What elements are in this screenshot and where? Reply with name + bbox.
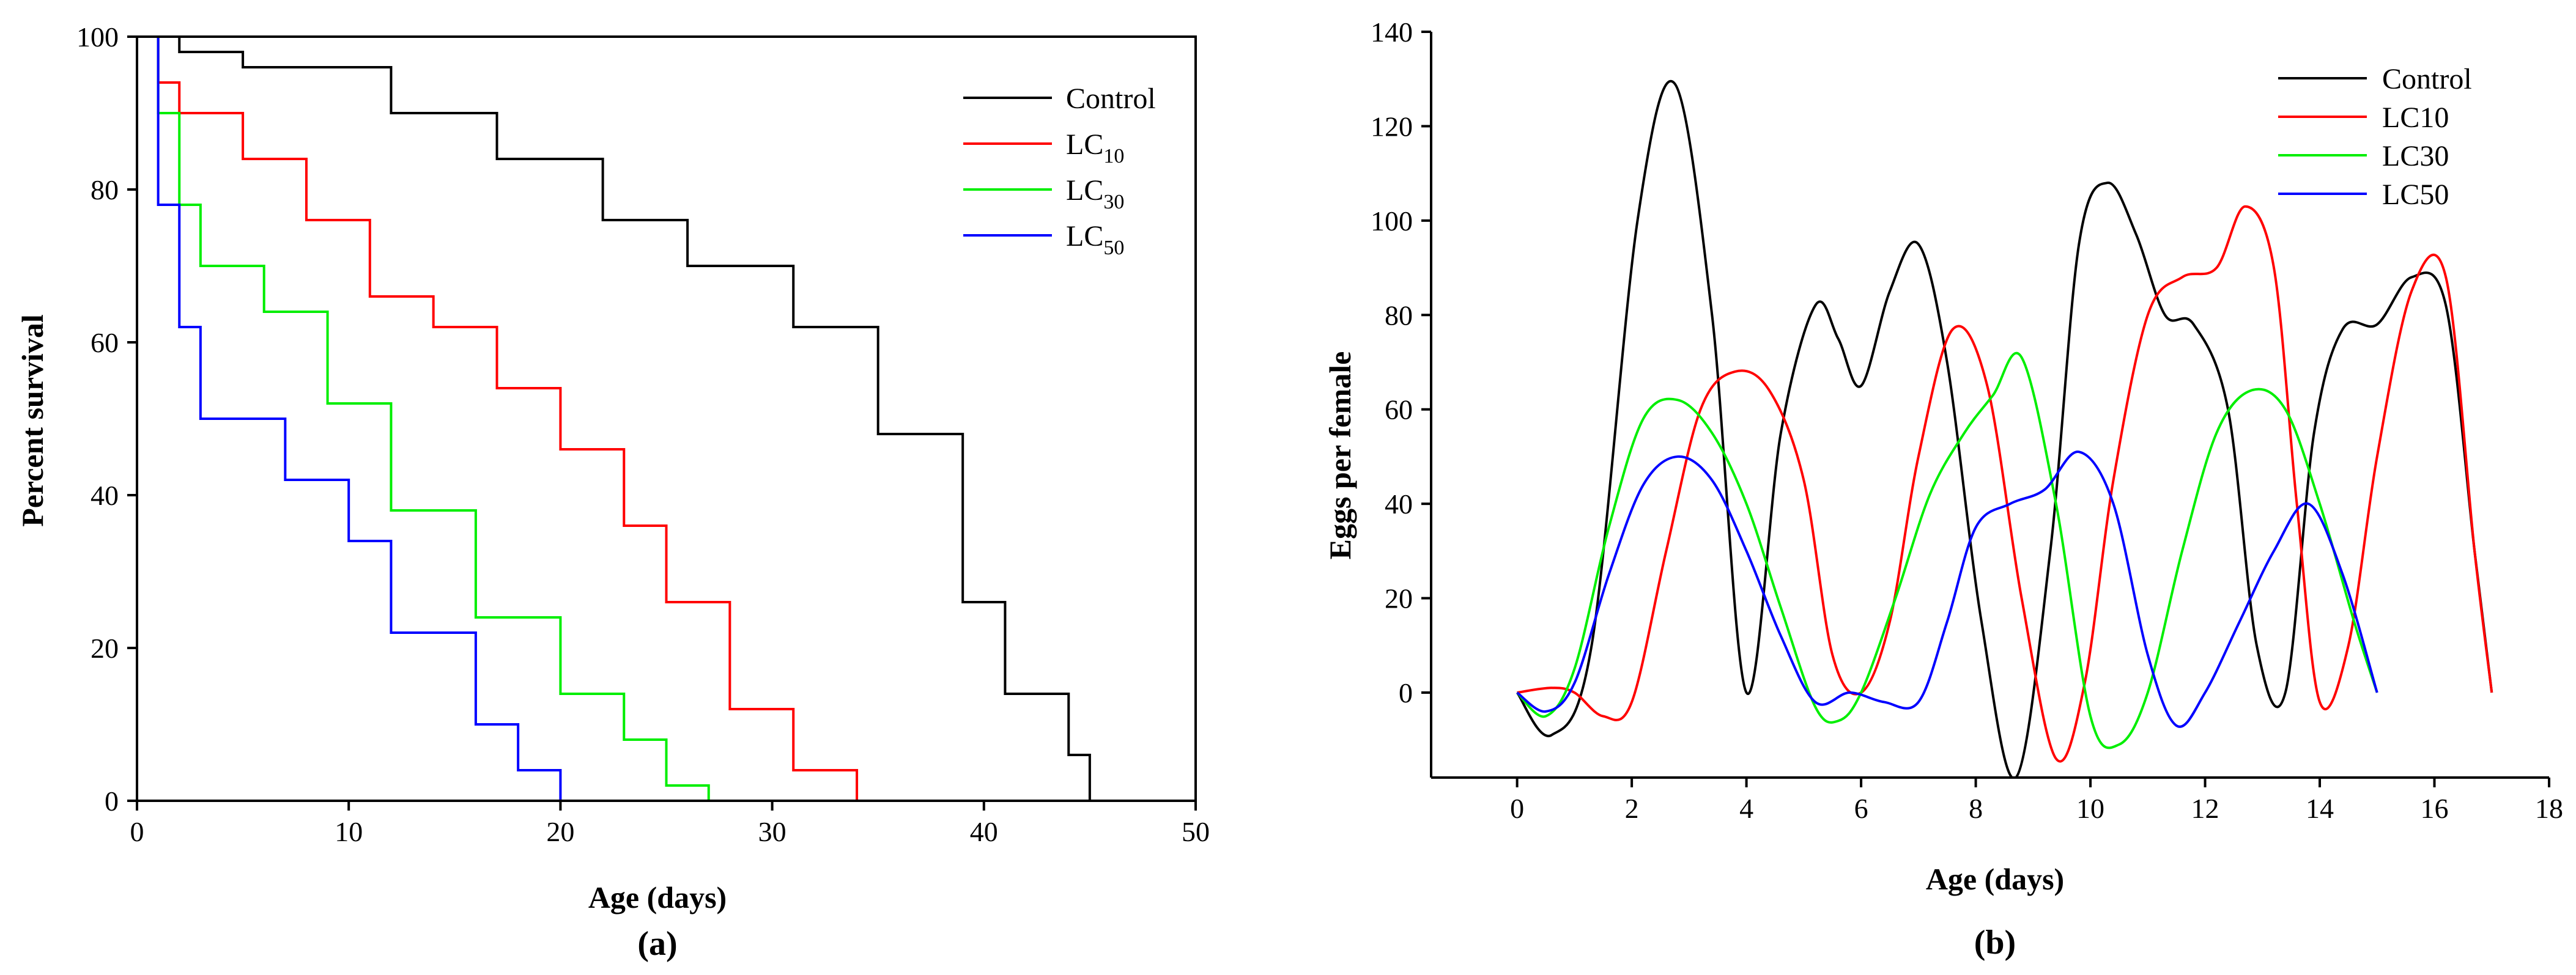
survival-line-lc50 — [137, 35, 562, 801]
survival-line-control — [137, 35, 1091, 801]
fecundity-y-axis-title: Eggs per female — [1323, 351, 1357, 560]
legend-label-control: Control — [1066, 83, 1156, 115]
legend-label-lc30: LC30 — [1066, 174, 1124, 213]
fecundity-chart: 0 2 4 6 8 10 12 14 16 18 0 20 40 60 80 100 120 140 Age (d… — [1323, 17, 2563, 962]
panel-label-a: (a) — [637, 925, 677, 963]
fecundity-y-tick-label: 40 — [1385, 488, 1413, 520]
survival-axes: 0 10 20 30 40 50 0 20 40 60 80 100 — [76, 21, 1210, 847]
legend-label-control: Control — [2382, 63, 2472, 95]
fecundity-x-tick-label: 18 — [2535, 793, 2563, 824]
fecundity-x-tick-label: 12 — [2191, 793, 2219, 824]
survival-x-tick-label: 30 — [758, 816, 786, 847]
legend-label-lc10: LC10 — [2382, 101, 2449, 134]
survival-series-group — [137, 35, 1091, 801]
fecundity-x-tick-label: 4 — [1739, 793, 1753, 824]
fecundity-y-tick-label: 120 — [1371, 111, 1413, 142]
survival-x-tick-label: 20 — [546, 816, 574, 847]
fecundity-line-control — [1516, 79, 2493, 778]
fecundity-x-tick-label: 2 — [1625, 793, 1639, 824]
fecundity-y-tick-label: 140 — [1371, 17, 1413, 48]
survival-x-tick-label: 40 — [970, 816, 998, 847]
fecundity-y-tick-label: 20 — [1385, 583, 1413, 614]
fecundity-lines — [1516, 79, 2493, 778]
survival-legend: Control LC10 LC30 LC50 — [963, 83, 1156, 259]
survival-x-axis-title: Age (days) — [588, 880, 727, 914]
survival-y-tick-label: 80 — [91, 174, 119, 205]
survival-x-tick-label: 10 — [335, 816, 363, 847]
fecundity-x-tick-label: 10 — [2076, 793, 2104, 824]
fecundity-line-lc50 — [1516, 451, 2378, 728]
survival-y-tick-label: 20 — [91, 633, 119, 664]
fecundity-x-tick-label: 14 — [2306, 793, 2334, 824]
survival-x-tick-label: 50 — [1182, 816, 1210, 847]
survival-y-tick-label: 0 — [105, 786, 119, 817]
fecundity-x-tick-label: 8 — [1969, 793, 1983, 824]
survival-y-tick-label: 100 — [76, 21, 119, 53]
fecundity-y-tick-label: 60 — [1385, 394, 1413, 425]
fecundity-x-tick-label: 6 — [1854, 793, 1868, 824]
fecundity-line-lc10 — [1517, 205, 2493, 763]
survival-line-lc10 — [137, 35, 859, 801]
legend-label-lc50: LC50 — [2382, 178, 2449, 211]
fecundity-x-axis-title: Age (days) — [1926, 862, 2064, 896]
survival-chart: 0 10 20 30 40 50 0 20 40 60 80 100 Age (days) Perce… — [15, 21, 1210, 963]
fecundity-y-tick-label: 0 — [1399, 677, 1413, 708]
fecundity-x-tick-label: 0 — [1510, 793, 1524, 824]
survival-y-tick-label: 40 — [91, 480, 119, 511]
legend-label-lc10: LC10 — [1066, 128, 1124, 167]
survival-x-tick-label: 0 — [130, 816, 144, 847]
survival-y-tick-label: 60 — [91, 327, 119, 358]
panel-label-b: (b) — [1974, 924, 2016, 962]
survival-plot-frame — [136, 35, 1197, 802]
legend-label-lc50: LC50 — [1066, 220, 1124, 259]
fecundity-y-tick-label: 100 — [1371, 205, 1413, 237]
fecundity-line-lc30 — [1516, 351, 2378, 749]
fecundity-legend: Control LC10 LC30 LC50 — [2278, 63, 2472, 211]
fecundity-x-tick-label: 16 — [2421, 793, 2449, 824]
survival-y-axis-title: Percent survival — [15, 314, 50, 527]
fecundity-y-tick-label: 80 — [1385, 300, 1413, 331]
fecundity-series-group — [1516, 79, 2493, 778]
fecundity-axes: 0 2 4 6 8 10 12 14 16 18 0 20 40 60 80 100 120 140 — [1371, 17, 2563, 824]
legend-label-lc30: LC30 — [2382, 140, 2449, 172]
survival-line-lc30 — [137, 35, 710, 801]
